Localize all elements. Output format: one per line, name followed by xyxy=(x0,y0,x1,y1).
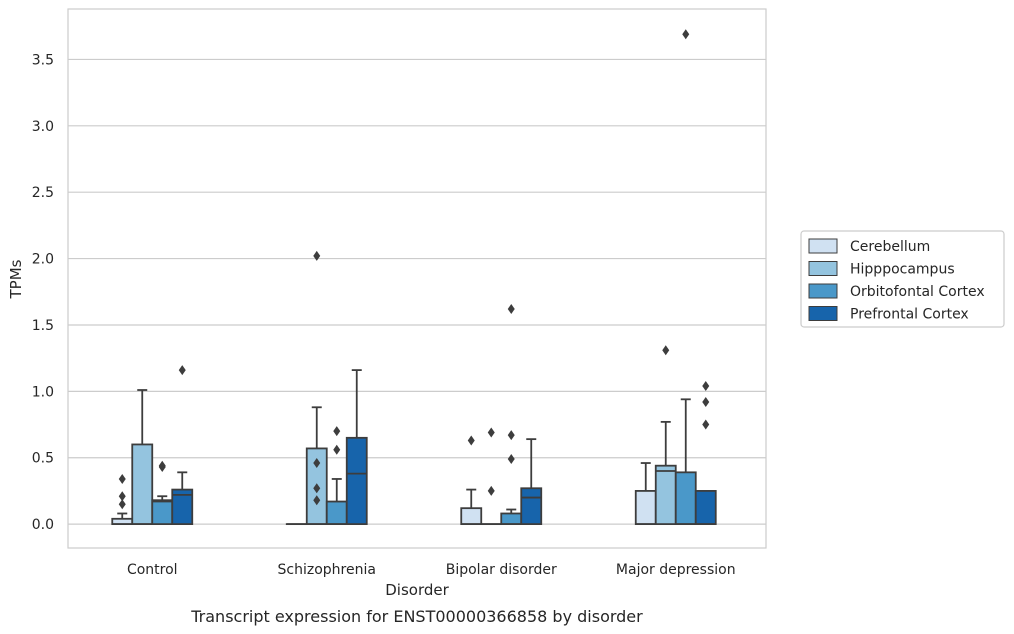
y-tick-label: 1.0 xyxy=(32,384,54,400)
box-cerebellum xyxy=(634,462,657,526)
outlier-point xyxy=(507,430,515,441)
box-prefrontal-cortex xyxy=(345,369,368,526)
outlier-point xyxy=(487,427,495,438)
outlier-point xyxy=(118,491,126,502)
outlier-point xyxy=(507,454,515,465)
legend-swatch xyxy=(808,283,838,299)
box-cerebellum xyxy=(111,473,134,526)
box-orbitofontal-cortex xyxy=(325,426,348,526)
y-tick-label: 2.0 xyxy=(32,252,54,268)
y-tick-label: 1.5 xyxy=(32,318,54,334)
x-axis-ticks: Control Schizophrenia Bipolar disorder Majo… xyxy=(127,562,736,578)
x-tick-label: Bipolar disorder xyxy=(446,562,557,578)
box-orbitofontal-cortex xyxy=(500,304,523,526)
legend-swatch xyxy=(808,238,838,254)
box-body xyxy=(500,512,523,526)
legend-frame xyxy=(800,230,1005,328)
outlier-point xyxy=(178,365,186,376)
outlier-point xyxy=(467,435,475,446)
y-tick-label: 0.0 xyxy=(32,517,54,533)
legend-label: Cerebellum xyxy=(850,239,930,255)
legend-swatch xyxy=(808,261,838,276)
outlier-point xyxy=(313,250,321,261)
outlier-point xyxy=(313,458,321,469)
y-tick-label: 2.5 xyxy=(32,185,54,201)
box-prefrontal-cortex xyxy=(520,438,543,526)
outlier-point xyxy=(487,485,495,496)
box-body xyxy=(325,500,348,526)
outlier-point xyxy=(313,483,321,494)
box-hipppocampus xyxy=(131,389,154,526)
x-tick-label: Control xyxy=(127,562,178,578)
box-hipppocampus xyxy=(654,345,677,526)
outlier-point xyxy=(118,473,126,484)
box-hipppocampus xyxy=(480,427,503,526)
legend-label: Prefrontal Cortex xyxy=(850,307,969,323)
y-tick-label: 3.5 xyxy=(32,52,54,68)
x-axis-label: Disorder xyxy=(385,581,449,599)
outlier-point xyxy=(333,444,341,455)
outlier-point xyxy=(702,396,710,407)
y-axis-label: TPMs xyxy=(7,259,25,299)
plot-frame xyxy=(67,8,767,549)
box-prefrontal-cortex xyxy=(171,365,194,526)
box-body xyxy=(131,443,154,526)
box-orbitofontal-cortex xyxy=(674,29,697,526)
outlier-point xyxy=(702,381,710,392)
box-body xyxy=(674,471,697,526)
box-body xyxy=(460,507,483,526)
box-body xyxy=(654,464,677,526)
box-hipppocampus xyxy=(305,250,328,526)
x-tick-label: Schizophrenia xyxy=(278,562,376,578)
outlier-point xyxy=(507,304,515,315)
legend-label: Orbitofontal Cortex xyxy=(850,284,985,300)
box-body xyxy=(520,487,543,526)
outlier-point xyxy=(662,345,670,356)
y-tick-label: 0.5 xyxy=(32,451,54,467)
y-tick-label: 3.0 xyxy=(32,119,54,135)
box-body xyxy=(694,490,717,526)
x-tick-label: Major depression xyxy=(616,562,736,578)
outlier-point xyxy=(313,495,321,506)
box-prefrontal-cortex xyxy=(694,381,717,526)
box-orbitofontal-cortex xyxy=(151,460,174,526)
outlier-point xyxy=(118,499,126,510)
box-body xyxy=(151,499,174,526)
box-body xyxy=(634,490,657,526)
box-body xyxy=(171,488,194,526)
outlier-point xyxy=(682,29,690,40)
box-series-group xyxy=(111,29,717,526)
figure-caption: Transcript expression for ENST0000036685… xyxy=(190,607,643,626)
box-body xyxy=(345,436,368,526)
outlier-point xyxy=(333,426,341,437)
legend-label: Hipppocampus xyxy=(850,262,955,278)
outlier-point xyxy=(158,460,166,471)
outlier-point xyxy=(702,419,710,430)
y-axis-ticks: 0.0 0.5 1.0 1.5 2.0 2.5 3.0 3.5 xyxy=(32,52,54,533)
grid-lines xyxy=(68,58,766,525)
legend: Cerebellum Hipppocampus Orbitofontal Corte… xyxy=(800,230,1005,328)
box-cerebellum xyxy=(460,435,483,526)
legend-swatch xyxy=(808,306,838,321)
